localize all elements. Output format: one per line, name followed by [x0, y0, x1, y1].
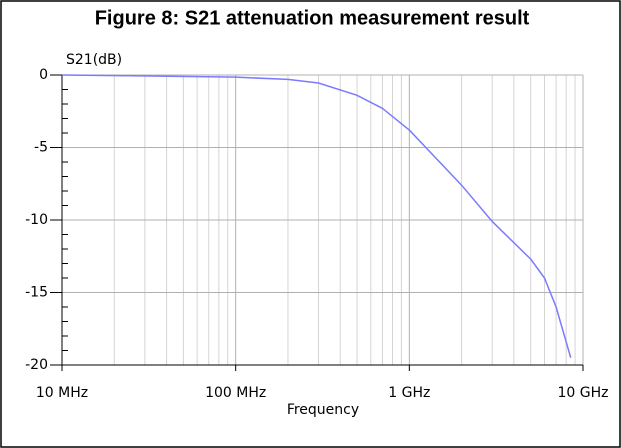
x-tick-label: 1 GHz [388, 385, 430, 401]
y-tick-label: -10 [25, 212, 48, 228]
y-axis-label: S21(dB) [66, 52, 122, 68]
x-tick-label: 10 MHz [36, 385, 88, 401]
y-tick-label: -20 [25, 357, 48, 373]
y-tick-label: -5 [34, 140, 48, 156]
y-tick-label: 0 [39, 67, 48, 83]
x-tick-label: 100 MHz [205, 385, 266, 401]
x-tick-label: 10 GHz [558, 385, 609, 401]
y-tick-label: -15 [25, 285, 48, 301]
chart-title: Figure 8: S21 attenuation measurement re… [95, 7, 530, 29]
x-axis-label: Frequency [287, 402, 359, 418]
data-line [61, 74, 572, 358]
